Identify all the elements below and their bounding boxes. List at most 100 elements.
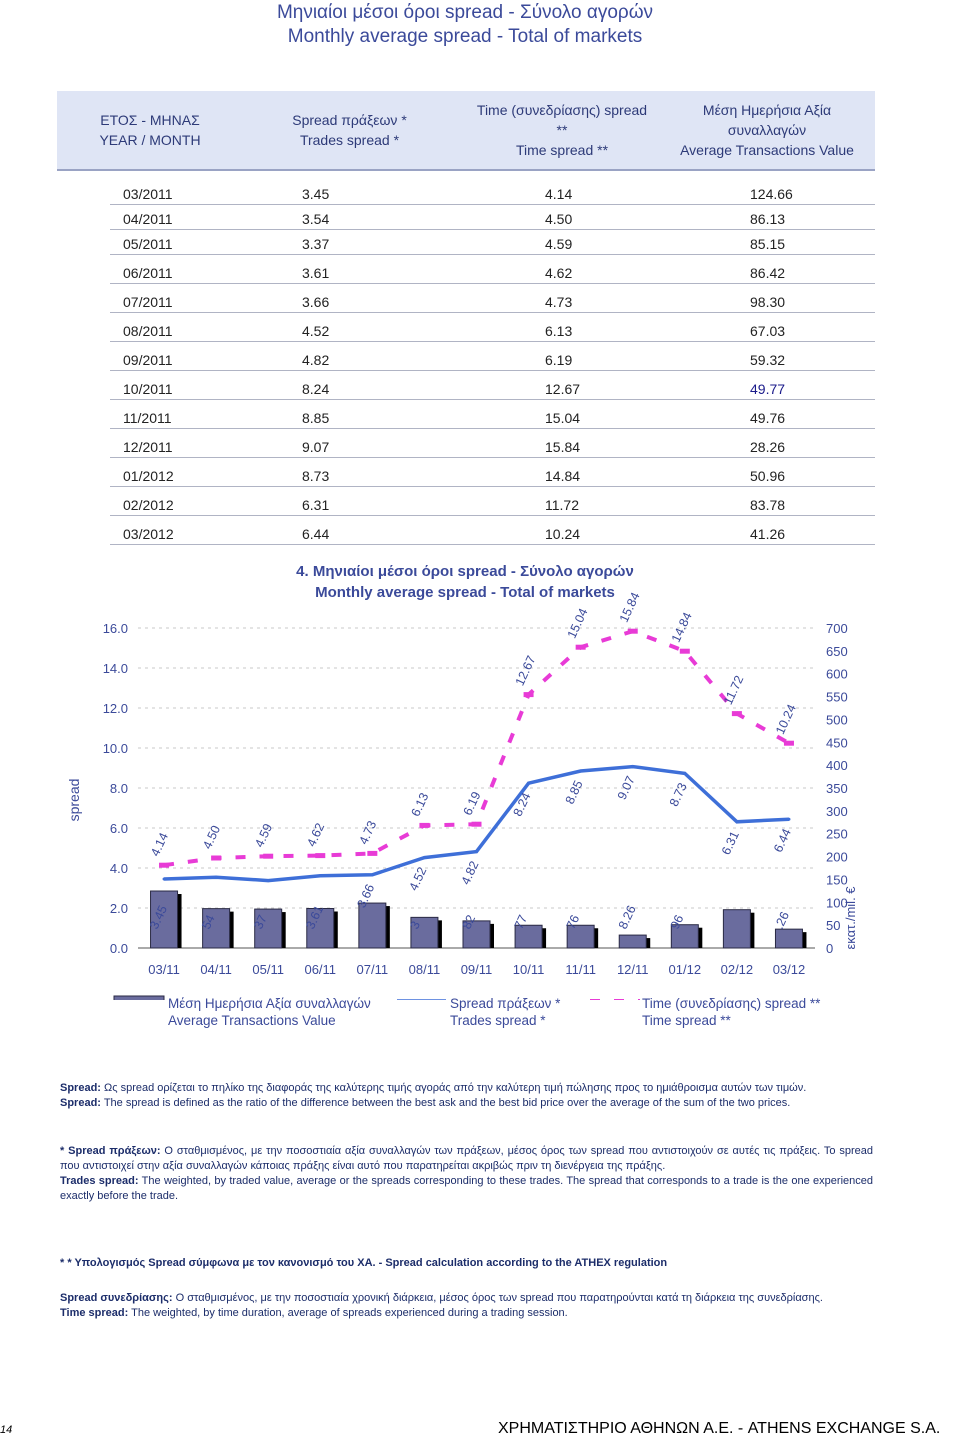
time-spread-label: 4.14: [148, 830, 171, 858]
bar-data-label: 76: [564, 913, 583, 932]
x-tick-label: 11/11: [565, 962, 596, 977]
table-row: 04/2011 3.54 4.50 86.13: [110, 201, 875, 230]
time-spread-point: [731, 711, 742, 717]
bar-avg-value: [514, 924, 543, 949]
right-tick-label: 650: [826, 644, 848, 659]
chart-subtitle: Monthly average spread - Total of market…: [315, 584, 615, 601]
time-spread-label: 14.84: [669, 610, 695, 644]
time-spread-point: [419, 822, 430, 828]
table-cell: 124.66: [750, 186, 793, 202]
note-trades-spread: * Spread πράξεων: Ο σταθμισμένος, με την…: [60, 1144, 873, 1204]
bar-data-label: 82: [460, 913, 479, 932]
bar-avg-value: [774, 928, 803, 949]
trades-spread-point: [162, 877, 166, 881]
table-cell: 9.07: [302, 439, 330, 455]
time-spread-label: 15.84: [617, 590, 643, 624]
legend-text: Μέση Ημερήσια Αξία συναλλαγών: [168, 996, 371, 1011]
table-cell: 3.66: [302, 294, 330, 310]
header-text: Average Transactions Value: [680, 142, 854, 158]
table-cell: 41.26: [750, 526, 786, 542]
left-tick-label: 2.0: [110, 901, 128, 916]
left-tick-label: 16.0: [103, 621, 128, 636]
x-tick-label: 04/11: [200, 962, 232, 977]
time-spread-point: [627, 628, 638, 634]
x-tick-label: 03/12: [773, 962, 806, 977]
time-spread-label: 15.04: [565, 606, 591, 640]
table-cell: 09/2011: [123, 352, 173, 368]
note-label: Spread:: [60, 1082, 101, 1094]
note-text: Ο σταθμισμένος, με την ποσοστιαία αξία σ…: [60, 1145, 873, 1172]
bar-data-label: 96: [668, 913, 687, 932]
note-athex-regulation: * * Υπολογισμός Spread σύμφωνα με τον κα…: [60, 1256, 873, 1271]
note-text: The spread is defined as the ratio of th…: [100, 1097, 791, 1109]
time-spread-point: [159, 862, 170, 868]
right-tick-label: 100: [826, 895, 848, 910]
table-row: 02/2012 6.31 11.72 83.78: [110, 487, 875, 516]
trades-spread-point: [214, 875, 218, 879]
note-label: * Spread πράξεων:: [60, 1145, 161, 1157]
table-row: 08/2011 4.52 6.13 67.03: [110, 313, 875, 342]
table-cell: 28.26: [750, 439, 786, 455]
trades-spread-label: 4.82: [459, 859, 482, 887]
note-text: The weighted, by time duration, average …: [128, 1307, 568, 1319]
footer-text: ΧΡΗΜΑΤΙΣΤΗΡΙΟ ΑΘΗΝΩΝ Α.Ε. - ATHENS EXCHA…: [498, 1420, 941, 1437]
table-cell: 98.30: [750, 294, 786, 310]
table-cell: 3.37: [302, 236, 330, 252]
note-spread-definition: Spread: Ως spread ορίζεται το πηλίκο της…: [60, 1081, 873, 1111]
time-spread-label: 12.67: [513, 654, 539, 688]
bar-avg-value: [566, 924, 595, 949]
trades-spread-point: [527, 781, 531, 785]
right-axis-title: εκατ./mil. €: [843, 886, 858, 950]
table-cell: 3.45: [302, 186, 330, 202]
table-cell: 6.31: [302, 497, 330, 513]
bar-data-label: .26: [772, 910, 792, 932]
x-tick-label: 10/11: [513, 962, 545, 977]
note-label: * * Υπολογισμός Spread σύμφωνα με τον κα…: [60, 1257, 668, 1269]
bar-avg-value: [670, 924, 699, 949]
table-cell: 05/2011: [123, 236, 173, 252]
time-spread-point: [523, 692, 534, 698]
table-row: 09/2011 4.82 6.19 59.32: [110, 342, 875, 371]
time-spread-point: [315, 853, 326, 859]
right-tick-label: 500: [826, 712, 848, 727]
trades-spread-label: 8.85: [563, 778, 586, 806]
x-tick-label: 03/11: [148, 962, 180, 977]
note-label: Trades spread:: [60, 1175, 139, 1187]
table-cell: 4.52: [302, 323, 330, 339]
trades-spread-point: [787, 817, 791, 821]
legend-text: Trades spread *: [450, 1013, 546, 1028]
trades-spread-label: 6.31: [719, 829, 742, 857]
header-text: Spread πράξεων *: [292, 112, 407, 128]
header-avg-value: Μέση Ημερήσια Αξία συναλλαγών Average Tr…: [662, 91, 872, 169]
left-tick-label: 14.0: [103, 661, 128, 676]
header-text: Μέση Ημερήσια Αξία: [702, 102, 832, 118]
table-cell: 49.77: [750, 381, 786, 397]
table-cell: 3.61: [302, 265, 330, 281]
header-text: Trades spread *: [299, 132, 400, 148]
note-label: Time spread:: [60, 1307, 129, 1319]
note-text: The weighted, by traded value, average o…: [60, 1175, 873, 1202]
table-cell: 85.15: [750, 236, 786, 252]
right-tick-label: 0: [826, 941, 833, 956]
legend-text: Time (συνεδρίασης) spread **: [642, 996, 821, 1011]
trades-spread-point: [683, 771, 687, 775]
x-tick-label: 07/11: [357, 962, 389, 977]
table-cell: 4.82: [302, 352, 330, 368]
chart-title: 4. Μηνιαίοι μέσοι όροι spread - Σύνολο α…: [296, 563, 634, 580]
table-row: 05/2011 3.37 4.59 85.15: [110, 226, 875, 255]
bar-avg-value: [462, 920, 491, 949]
left-tick-label: 4.0: [110, 861, 128, 876]
table-cell: 11.72: [545, 497, 579, 513]
right-tick-label: 350: [826, 781, 848, 796]
bar-data-label: 37: [251, 913, 270, 932]
x-tick-label: 12/11: [617, 962, 649, 977]
x-tick-label: 01/12: [669, 962, 702, 977]
right-tick-label: 400: [826, 758, 848, 773]
header-text: Time spread **: [515, 142, 609, 158]
table-cell: 03/2012: [123, 526, 174, 542]
trades-spread-label: 8.73: [667, 781, 690, 809]
time-spread-label: 6.13: [408, 791, 431, 819]
right-tick-label: 300: [826, 804, 848, 819]
right-tick-label: 550: [826, 690, 848, 705]
x-tick-label: 06/11: [304, 962, 336, 977]
